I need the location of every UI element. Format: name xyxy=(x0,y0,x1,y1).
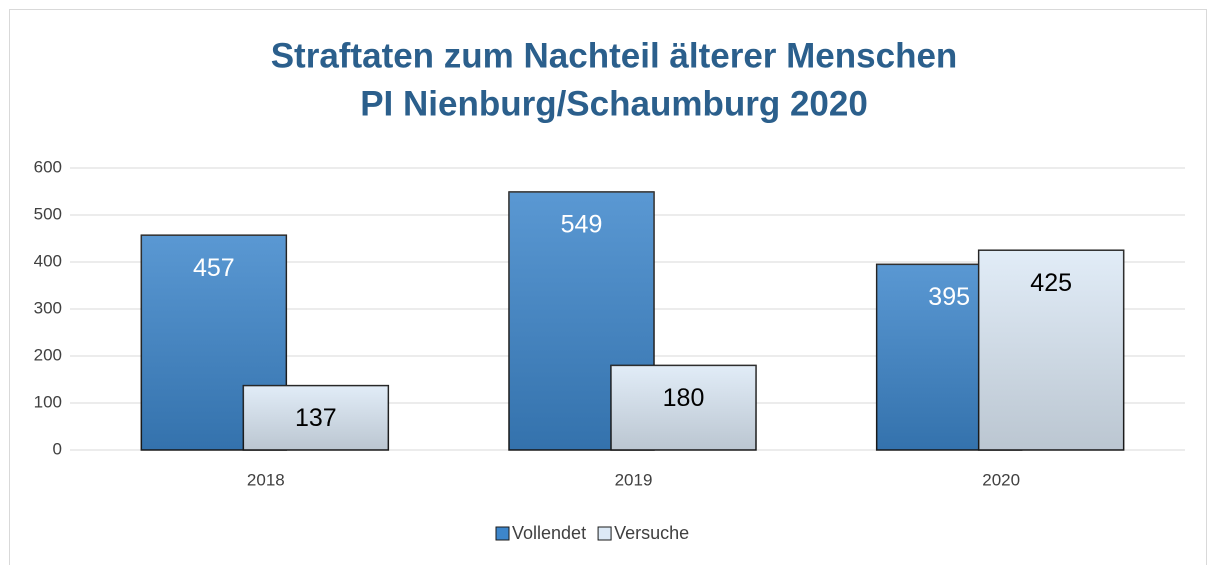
y-tick-label: 600 xyxy=(34,157,62,176)
y-tick-label: 100 xyxy=(34,392,62,411)
y-tick-label: 0 xyxy=(53,439,62,458)
value-label: 425 xyxy=(1030,269,1072,297)
value-label: 395 xyxy=(928,283,970,311)
legend-label: Versuche xyxy=(614,523,689,543)
y-tick-label: 400 xyxy=(34,251,62,270)
bar-shade xyxy=(611,365,756,450)
value-label: 137 xyxy=(295,404,337,432)
chart-border xyxy=(9,9,1207,565)
bar-shade xyxy=(243,385,389,450)
legend-swatch xyxy=(597,526,612,541)
value-label: 457 xyxy=(193,254,235,282)
legend-swatch xyxy=(495,526,510,541)
value-label: 549 xyxy=(561,211,603,239)
value-label: 180 xyxy=(663,384,705,412)
x-tick-label: 2019 xyxy=(615,470,653,489)
chart-title: PI Nienburg/Schaumburg 2020 xyxy=(360,84,868,123)
y-tick-label: 500 xyxy=(34,204,62,223)
legend-label: Vollendet xyxy=(512,523,586,543)
chart-title: Straftaten zum Nachteil älterer Menschen xyxy=(271,36,958,75)
y-tick-label: 200 xyxy=(34,345,62,364)
x-tick-label: 2018 xyxy=(247,470,285,489)
y-tick-label: 300 xyxy=(34,298,62,317)
bar-shade xyxy=(978,250,1124,450)
x-tick-label: 2020 xyxy=(982,470,1020,489)
